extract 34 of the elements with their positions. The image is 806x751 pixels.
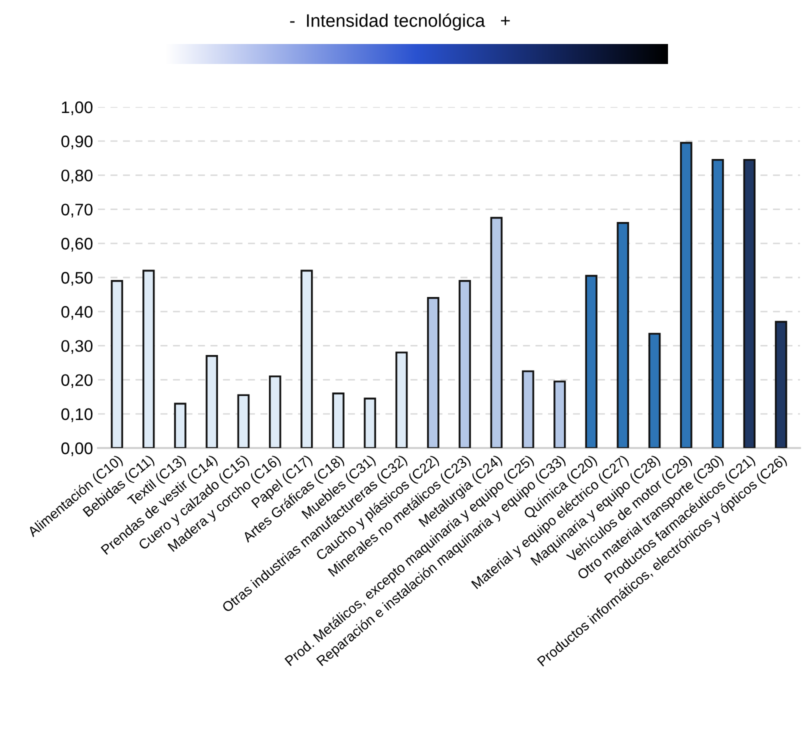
bar	[458, 280, 471, 448]
bar	[174, 402, 186, 448]
y-tick-label: 0,10	[61, 408, 92, 422]
bar	[268, 375, 282, 448]
bar	[554, 380, 566, 448]
bar	[522, 370, 534, 448]
bar	[680, 142, 692, 448]
bar	[206, 355, 218, 448]
bar	[490, 216, 503, 448]
bar	[300, 270, 313, 448]
bar	[364, 398, 376, 448]
y-tick-label: 0,20	[61, 374, 92, 388]
bar	[743, 158, 756, 448]
y-tick-label: 0,80	[61, 170, 92, 184]
bar	[142, 270, 155, 448]
bar	[774, 320, 788, 448]
y-tick-label: 1,00	[62, 101, 92, 116]
y-tick-label: 0,00	[61, 442, 92, 456]
bar	[332, 392, 344, 448]
chart-title: - Intensidad tecnológica +	[290, 13, 510, 31]
y-tick-label: 0,90	[61, 136, 92, 150]
y-tick-label: 0,30	[61, 340, 92, 354]
bar	[648, 332, 661, 448]
bar	[585, 274, 598, 448]
y-tick-label: 0,70	[61, 204, 92, 218]
bar	[712, 158, 724, 448]
bar	[237, 394, 250, 448]
bar	[616, 222, 630, 448]
y-tick-label: 0,60	[61, 238, 92, 252]
bar	[110, 280, 124, 448]
y-tick-label: 0,40	[61, 306, 92, 320]
bar	[427, 297, 440, 448]
bar	[395, 352, 408, 448]
y-tick-label: 0,50	[61, 272, 92, 286]
